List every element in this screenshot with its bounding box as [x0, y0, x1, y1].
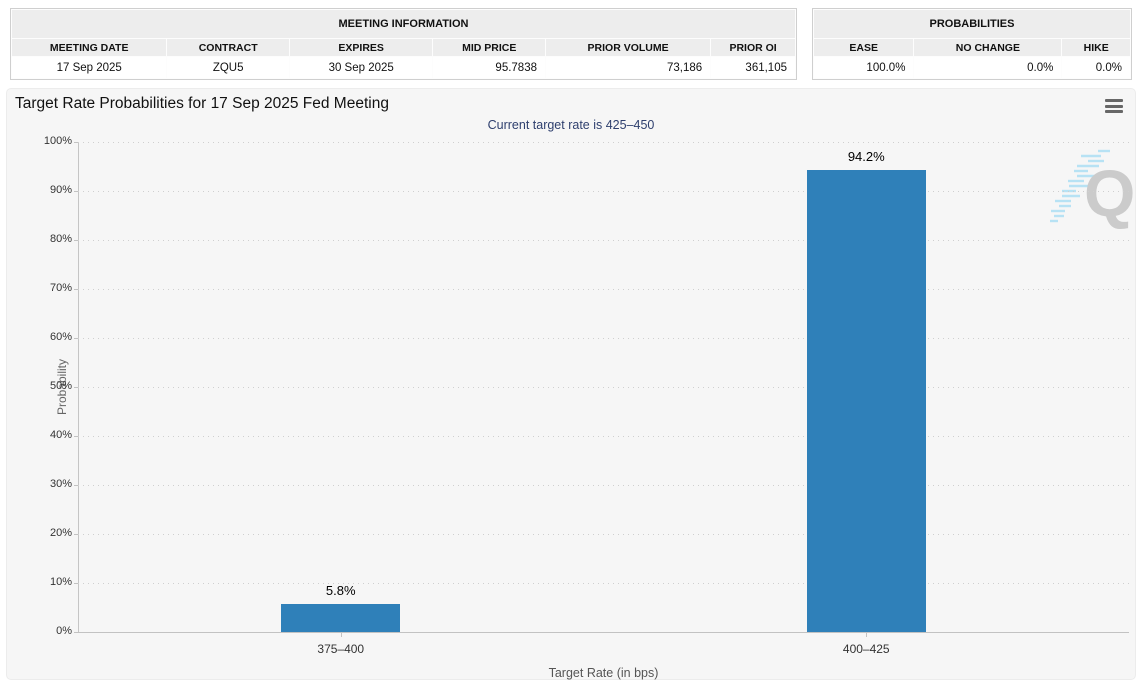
y-axis-tick-label: 100%	[43, 135, 72, 147]
column-header-meeting-date: MEETING DATE	[12, 39, 167, 56]
y-axis-tick	[74, 240, 78, 241]
y-axis-tick	[74, 485, 78, 486]
x-axis-line	[78, 632, 1129, 633]
gridline	[78, 240, 1129, 241]
chart-title: Target Rate Probabilities for 17 Sep 202…	[15, 95, 389, 112]
y-axis-tick	[74, 289, 78, 290]
cell-ease: 100.0%	[814, 57, 914, 78]
chart-subtitle: Current target rate is 425–450	[487, 118, 655, 132]
y-axis-tick	[74, 436, 78, 437]
gridline	[78, 583, 1129, 584]
column-header-no-change: NO CHANGE	[914, 39, 1062, 56]
table-header-row: EASE NO CHANGE HIKE	[814, 39, 1130, 56]
fedwatch-chart-panel: Target Rate Probabilities for 17 Sep 202…	[6, 88, 1136, 680]
cell-mid-price: 95.7838	[433, 57, 545, 78]
table-row: 100.0% 0.0% 0.0%	[814, 57, 1130, 78]
bar	[281, 603, 401, 632]
y-axis-tick-label: 70%	[49, 282, 72, 294]
column-header-contract: CONTRACT	[167, 39, 289, 56]
x-axis-title: Target Rate (in bps)	[548, 666, 659, 680]
gridline	[78, 534, 1129, 535]
y-axis-tick	[74, 534, 78, 535]
y-axis-tick	[74, 191, 78, 192]
quikstrike-watermark: Q	[1050, 149, 1135, 230]
y-axis-tick	[74, 338, 78, 339]
column-header-prior-oi: PRIOR OI	[711, 39, 795, 56]
y-axis-tick-label: 10%	[49, 576, 72, 588]
watermark-hash-lines	[1050, 149, 1110, 223]
cell-no-change: 0.0%	[914, 57, 1062, 78]
gridline	[78, 436, 1129, 437]
hamburger-menu-icon[interactable]	[1105, 99, 1123, 113]
y-axis-tick	[74, 142, 78, 143]
column-header-prior-volume: PRIOR VOLUME	[546, 39, 711, 56]
bar-value-label: 94.2%	[847, 149, 885, 165]
column-header-ease: EASE	[814, 39, 914, 56]
cell-hike: 0.0%	[1062, 57, 1130, 78]
column-header-expires: EXPIRES	[289, 39, 433, 56]
y-axis-tick-label: 80%	[49, 233, 72, 245]
gridline	[78, 485, 1129, 486]
column-header-mid-price: MID PRICE	[433, 39, 545, 56]
plot-area: Probability Target Rate (in bps) 0% 10% 20…	[44, 135, 1129, 680]
x-category-label: 375–400	[317, 642, 365, 656]
cell-contract: ZQU5	[167, 57, 289, 78]
table-header-row: MEETING DATE CONTRACT EXPIRES MID PRICE …	[12, 39, 795, 56]
gridline	[78, 191, 1129, 192]
y-axis-tick-label: 30%	[49, 478, 72, 490]
cell-prior-oi: 361,105	[711, 57, 795, 78]
y-axis-tick-label: 90%	[49, 184, 72, 196]
y-axis-tick	[74, 387, 78, 388]
table-row: 17 Sep 2025 ZQU5 30 Sep 2025 95.7838 73,…	[12, 57, 795, 78]
y-axis-tick-label: 40%	[49, 429, 72, 441]
y-axis-tick	[74, 583, 78, 584]
gridline	[78, 338, 1129, 339]
cell-expires: 30 Sep 2025	[289, 57, 433, 78]
bar-value-label: 5.8%	[325, 582, 356, 598]
meeting-info-table: MEETING INFORMATION MEETING DATE CONTRAC…	[10, 8, 797, 80]
y-axis-tick-label: 20%	[49, 527, 72, 539]
x-axis-tick	[866, 633, 868, 637]
gridline	[78, 387, 1129, 388]
y-axis-tick-label: 50%	[49, 380, 72, 392]
bar	[806, 170, 926, 632]
column-header-hike: HIKE	[1062, 39, 1130, 56]
x-category-label: 400–425	[842, 642, 890, 656]
y-axis-tick-label: 60%	[49, 331, 72, 343]
y-axis-tick-label: 0%	[56, 625, 72, 637]
cell-meeting-date: 17 Sep 2025	[12, 57, 167, 78]
meeting-info-title: MEETING INFORMATION	[12, 10, 795, 38]
watermark-q-letter: Q	[1084, 156, 1135, 230]
y-axis-tick	[74, 632, 78, 633]
probabilities-table: PROBABILITIES EASE NO CHANGE HIKE 100.0%…	[812, 8, 1132, 80]
gridline	[78, 142, 1129, 143]
probabilities-title: PROBABILITIES	[814, 10, 1130, 38]
gridline	[78, 289, 1129, 290]
cell-prior-volume: 73,186	[546, 57, 711, 78]
x-axis-tick	[340, 633, 342, 637]
